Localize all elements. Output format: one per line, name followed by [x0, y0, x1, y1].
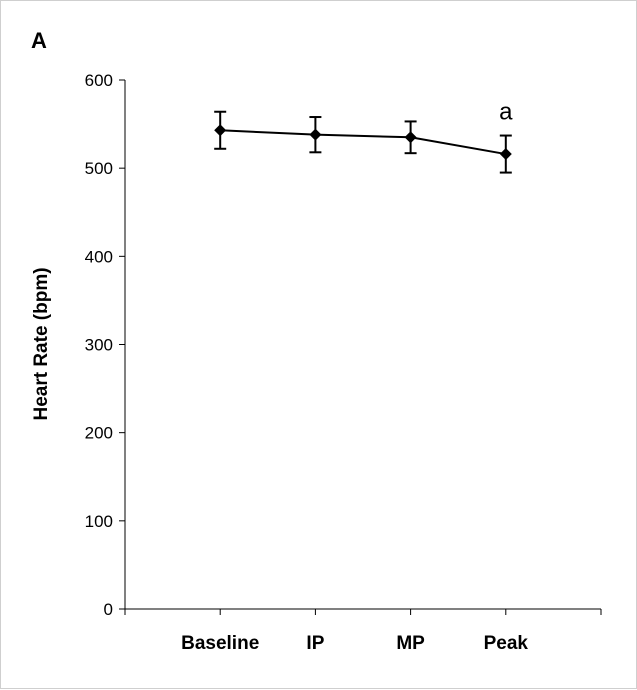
data-point — [214, 124, 227, 137]
y-tick-label: 300 — [85, 336, 113, 355]
annotation-group: a — [499, 99, 513, 126]
series-group — [214, 110, 512, 174]
series-line — [220, 129, 506, 156]
y-tick-label: 100 — [85, 512, 113, 531]
y-tick-label: 200 — [85, 424, 113, 443]
panel-label: A — [31, 28, 47, 53]
y-tick-label: 600 — [85, 71, 113, 90]
data-point — [309, 128, 322, 141]
x-axis: Baseline IP MP Peak — [124, 608, 602, 654]
y-axis: 0 100 200 300 400 500 600 — [85, 71, 126, 619]
x-tick-label: Baseline — [181, 633, 259, 654]
y-tick-label: 0 — [104, 600, 113, 619]
x-tick-label: Peak — [484, 633, 529, 654]
y-axis-title: Heart Rate (bpm) — [31, 267, 52, 420]
x-tick-label: MP — [396, 633, 425, 654]
data-point — [499, 148, 512, 161]
x-tick-label: IP — [306, 633, 324, 654]
data-point — [404, 131, 417, 144]
y-tick-label: 400 — [85, 247, 113, 266]
y-tick-label: 500 — [85, 159, 113, 178]
significance-annotation: a — [499, 99, 513, 126]
